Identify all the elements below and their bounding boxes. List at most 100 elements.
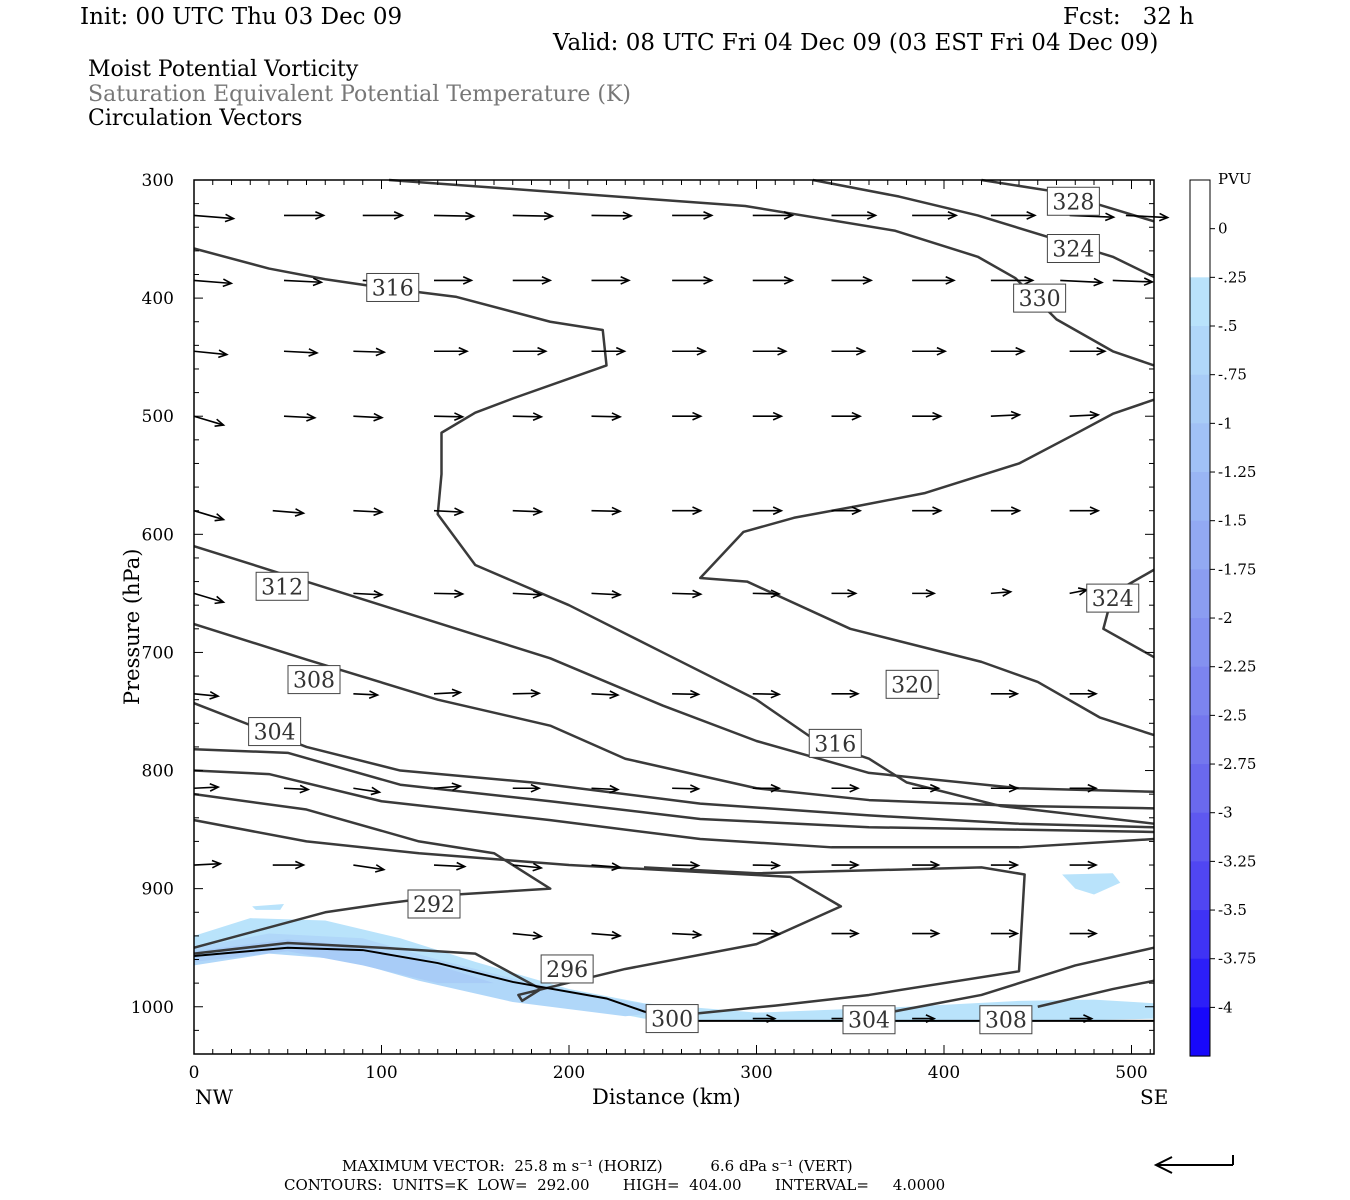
contour-label-text: 296 bbox=[546, 958, 588, 983]
colorbar-swatch bbox=[1190, 1007, 1210, 1057]
circulation-vector bbox=[1125, 212, 1170, 222]
y-tick-label: 1000 bbox=[131, 998, 174, 1018]
circulation-vector bbox=[912, 860, 941, 870]
circulation-vector bbox=[831, 346, 867, 356]
circulation-vector bbox=[353, 786, 382, 796]
circulation-vector bbox=[1069, 689, 1098, 699]
contour-label-text: 292 bbox=[413, 893, 455, 918]
circulation-vector bbox=[434, 275, 474, 285]
y-tick-label: 700 bbox=[142, 643, 174, 663]
x-tick-label: 300 bbox=[740, 1063, 772, 1083]
theta-es-contour bbox=[193, 622, 1155, 810]
circulation-vector bbox=[990, 211, 1037, 220]
y-tick-label: 300 bbox=[142, 171, 174, 191]
circulation-vector bbox=[1069, 929, 1098, 938]
colorbar-swatch bbox=[1190, 326, 1210, 376]
circulation-vector bbox=[831, 929, 860, 938]
circulation-vector bbox=[283, 348, 319, 357]
theta-es-contour bbox=[1102, 568, 1155, 659]
circulation-vector bbox=[283, 784, 311, 794]
circulation-vector bbox=[1069, 1014, 1094, 1023]
circulation-vector bbox=[831, 275, 874, 285]
colorbar-swatch bbox=[1190, 861, 1210, 911]
y-tick-label: 900 bbox=[142, 880, 174, 900]
contour-label: 308 bbox=[287, 665, 341, 695]
circulation-vector bbox=[512, 507, 544, 516]
colorbar-tick-label: -4 bbox=[1218, 998, 1233, 1016]
circulation-vector bbox=[752, 346, 788, 356]
colorbar-swatch bbox=[1190, 618, 1210, 668]
circulation-vector bbox=[512, 412, 544, 422]
circulation-vector bbox=[193, 415, 226, 428]
colorbar-tick-label: -2.75 bbox=[1218, 755, 1256, 773]
colorbar-tick-label: -1.25 bbox=[1218, 463, 1256, 481]
circulation-vector bbox=[912, 506, 943, 516]
circulation-vector bbox=[591, 346, 627, 356]
circulation-vector bbox=[512, 689, 542, 698]
colorbar-tick-label: -.75 bbox=[1218, 366, 1247, 384]
circulation-vector bbox=[193, 278, 234, 288]
circulation-vector bbox=[990, 346, 1026, 356]
circulation-vector bbox=[672, 860, 701, 870]
colorbar-tick-label: -1 bbox=[1218, 414, 1233, 432]
init-time: Init: 00 UTC Thu 03 Dec 09 bbox=[80, 4, 403, 30]
colorbar-swatch bbox=[1190, 228, 1210, 278]
contour-label: 304 bbox=[248, 717, 302, 747]
circulation-vector bbox=[912, 783, 941, 793]
circulation-vector bbox=[752, 1014, 777, 1023]
circulation-vector bbox=[512, 346, 548, 356]
circulation-vector bbox=[591, 275, 631, 285]
circulation-vector bbox=[752, 275, 795, 285]
pv-shaded-region bbox=[1062, 873, 1121, 895]
contour-label-text: 312 bbox=[261, 575, 303, 600]
circulation-vector bbox=[591, 862, 622, 872]
colorbar-swatch bbox=[1190, 374, 1210, 424]
circulation-vector bbox=[912, 1014, 937, 1023]
circulation-vector bbox=[831, 783, 860, 793]
colorbar-swatch bbox=[1190, 910, 1210, 960]
circulation-vectors bbox=[193, 211, 1170, 1023]
circulation-vector bbox=[990, 506, 1022, 516]
contour-label: 300 bbox=[645, 1004, 699, 1034]
contour-label-text: 316 bbox=[372, 276, 414, 301]
circulation-vector bbox=[512, 275, 553, 285]
contour-label-text: 328 bbox=[1052, 190, 1094, 215]
contour-label: 320 bbox=[885, 669, 939, 699]
circulation-vector bbox=[912, 588, 937, 598]
contour-label: 328 bbox=[1046, 186, 1100, 216]
contour-label: 292 bbox=[407, 889, 461, 919]
circulation-vector bbox=[672, 346, 708, 356]
circulation-vector bbox=[672, 411, 703, 421]
circulation-vector bbox=[831, 860, 860, 870]
circulation-vector bbox=[512, 590, 544, 599]
circulation-vector bbox=[362, 211, 405, 220]
circulation-vector bbox=[912, 346, 948, 356]
circulation-vector bbox=[912, 411, 943, 421]
x-axis-label: Distance (km) bbox=[592, 1085, 741, 1109]
contour-label-text: 324 bbox=[1092, 587, 1134, 612]
circulation-vector bbox=[752, 783, 782, 793]
pv-colorbar: 0 -.25 -.5 -.75 -1 -1.25 -1.5 -1.75 -2 -2.25 -2.5 -… bbox=[1189, 179, 1256, 1057]
colorbar-tick-label: -.25 bbox=[1218, 268, 1247, 286]
circulation-vector bbox=[831, 506, 863, 516]
theta-es-contour bbox=[699, 398, 1155, 737]
circulation-vector bbox=[193, 691, 221, 700]
circulation-vector bbox=[831, 689, 860, 699]
circulation-vector bbox=[672, 689, 701, 699]
colorbar-swatch bbox=[1190, 764, 1210, 814]
contour-label: 308 bbox=[979, 1005, 1033, 1035]
circulation-vector bbox=[1060, 277, 1104, 287]
circulation-vector bbox=[433, 782, 463, 792]
circulation-vector bbox=[433, 589, 465, 599]
circulation-vector bbox=[283, 412, 317, 422]
circulation-vector bbox=[990, 783, 1020, 793]
x-tick-label: 500 bbox=[1115, 1063, 1147, 1083]
theta-es-contour bbox=[643, 866, 1026, 1016]
circulation-vector bbox=[193, 859, 223, 869]
colorbar-tick-label: -2.5 bbox=[1218, 706, 1247, 724]
contour-label: 316 bbox=[366, 272, 420, 302]
x-tick-label: 0 bbox=[189, 1063, 200, 1083]
circulation-vector bbox=[831, 411, 863, 421]
circulation-vector bbox=[831, 588, 858, 598]
theta-es-contour bbox=[887, 946, 1155, 1014]
